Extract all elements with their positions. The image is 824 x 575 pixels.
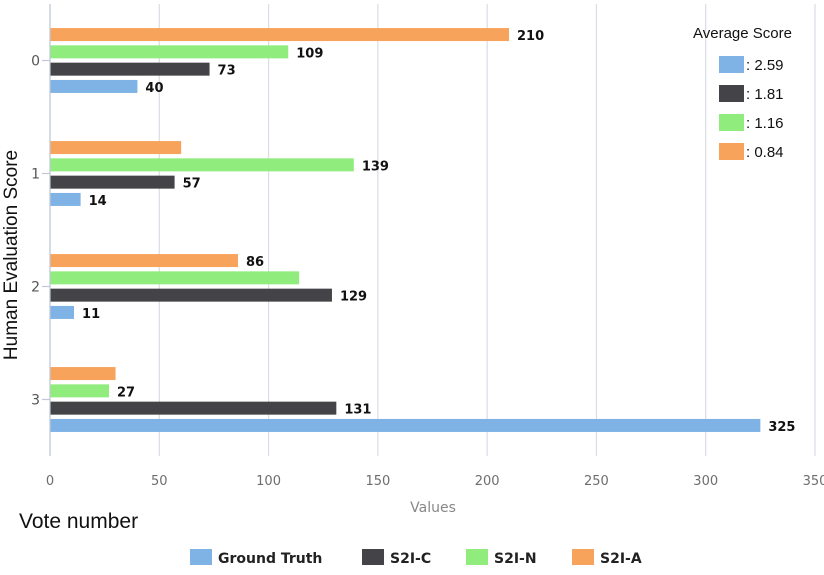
data-label-s2i-n-0: 109: [296, 46, 323, 61]
axes: 0 50 100 150 200 250 300 350 0 1 2 3: [31, 4, 824, 489]
data-label-s2i-a-0: 210: [517, 29, 544, 44]
average-score-value-3: : 0.84: [746, 144, 784, 161]
average-score-value-1: : 1.81: [746, 86, 784, 103]
legend-label-s2i-n: S2I-N: [494, 551, 537, 567]
x-tick-label-0: 0: [46, 474, 54, 489]
bar-s2i-a-2: [50, 254, 238, 268]
y-tick-label-0: 0: [31, 54, 40, 70]
x-tick-label-250: 250: [584, 474, 609, 489]
x-axis-title: Values: [410, 500, 456, 516]
data-label-s2i-n-1: 139: [362, 159, 389, 174]
legend-swatch-s2i-a: [572, 549, 594, 565]
bar-s2i-c-1: [50, 175, 175, 189]
bar-s2i-n-0: [50, 45, 289, 59]
data-label-s2i-a-2: 86: [246, 255, 264, 270]
legend-swatch-ground-truth: [190, 549, 212, 565]
x-tick-label-150: 150: [365, 474, 390, 489]
data-label-ground-truth-3: 325: [768, 420, 795, 435]
y-tick-label-2: 2: [31, 280, 40, 296]
data-label-ground-truth-2: 11: [82, 307, 100, 322]
bar-ground-truth-2: [50, 305, 75, 319]
bar-s2i-a-0: [50, 28, 509, 42]
y-axis-title: Human Evaluation Score: [1, 150, 22, 360]
average-score-swatch-2: [719, 114, 744, 131]
grid: [49, 4, 816, 456]
y-tick-label-1: 1: [31, 167, 40, 183]
legend-label-ground-truth: Ground Truth: [218, 551, 322, 567]
average-score-value-0: : 2.59: [746, 57, 784, 74]
bar-s2i-c-0: [50, 62, 210, 76]
legend-label-s2i-a: S2I-A: [600, 551, 642, 567]
x-tick-label-350: 350: [803, 474, 824, 489]
legend-label-s2i-c: S2I-C: [390, 551, 431, 567]
bar-ground-truth-1: [50, 192, 81, 206]
average-score-title: Average Score: [693, 25, 792, 42]
average-score-swatch-3: [719, 143, 744, 160]
x-tick-label-200: 200: [475, 474, 500, 489]
data-labels: 210 109 73 40 139 57 14 86 129 11 27 131 325: [82, 29, 795, 435]
data-label-s2i-c-3: 131: [344, 403, 371, 418]
bars: [50, 28, 761, 432]
bar-s2i-a-3: [50, 367, 116, 381]
average-score-box: Average Score : 2.59 : 1.81 : 1.16 : 0.84: [693, 25, 792, 161]
bar-s2i-n-3: [50, 384, 110, 398]
data-label-ground-truth-1: 14: [89, 194, 107, 209]
y-tick-label-3: 3: [31, 393, 40, 409]
data-label-s2i-c-2: 129: [340, 290, 367, 305]
x-tick-label-100: 100: [256, 474, 281, 489]
data-label-s2i-c-1: 57: [183, 177, 201, 192]
bar-s2i-c-2: [50, 288, 332, 302]
data-label-s2i-c-0: 73: [218, 64, 236, 79]
bar-ground-truth-3: [50, 418, 761, 432]
data-label-s2i-n-3: 27: [117, 385, 135, 400]
average-score-swatch-0: [719, 56, 744, 73]
x-tick-label-50: 50: [151, 474, 168, 489]
x-tick-label-300: 300: [693, 474, 718, 489]
legend: Ground Truth S2I-C S2I-N S2I-A: [190, 549, 642, 567]
bar-s2i-a-1: [50, 141, 182, 155]
legend-swatch-s2i-n: [466, 549, 488, 565]
bar-s2i-n-1: [50, 158, 354, 172]
bar-s2i-c-3: [50, 401, 337, 415]
average-score-swatch-1: [719, 85, 744, 102]
vote-number-label: Vote number: [19, 510, 138, 533]
bar-ground-truth-0: [50, 79, 138, 93]
legend-swatch-s2i-c: [362, 549, 384, 565]
data-label-ground-truth-0: 40: [145, 81, 163, 96]
average-score-value-2: : 1.16: [746, 115, 784, 132]
bar-s2i-n-2: [50, 271, 300, 285]
